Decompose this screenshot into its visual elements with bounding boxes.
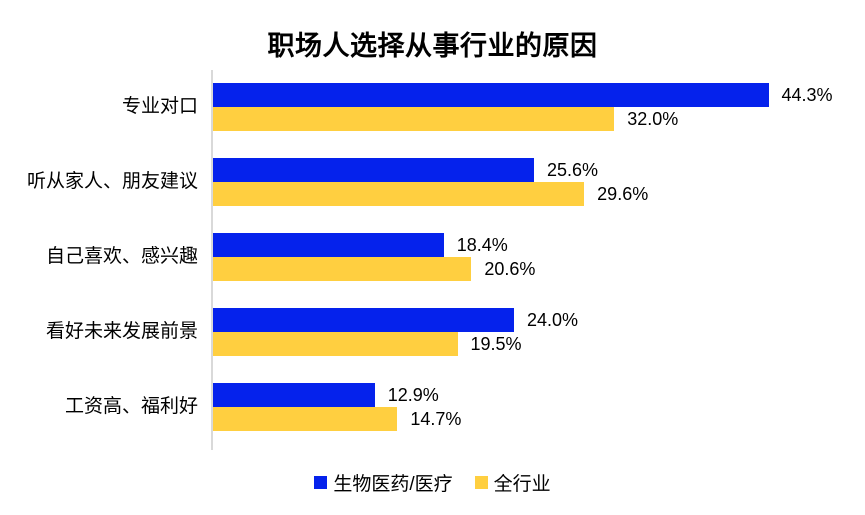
chart-row: 看好未来发展前景 24.0% 19.5%: [0, 308, 865, 356]
bar-all-industry: [213, 407, 398, 431]
category-label: 工资高、福利好: [64, 395, 198, 417]
value-label: 14.7%: [410, 408, 462, 429]
bar-line: 25.6%: [213, 158, 840, 182]
y-axis-line: [211, 70, 213, 450]
bar-group: 12.9% 14.7%: [213, 383, 840, 431]
bar-biomedical: [213, 83, 769, 107]
chart-row: 听从家人、朋友建议 25.6% 29.6%: [0, 158, 865, 206]
bar-group: 44.3% 32.0%: [213, 83, 840, 131]
legend: 生物医药/医疗 全行业: [0, 469, 865, 496]
category-label: 专业对口: [121, 95, 198, 117]
legend-label-all-industry: 全行业: [493, 474, 551, 495]
category-label: 自己喜欢、感兴趣: [45, 245, 198, 267]
bar-all-industry: [213, 182, 585, 206]
bar-line: 12.9%: [213, 383, 840, 407]
bar-all-industry: [213, 107, 615, 131]
bar-line: 32.0%: [213, 107, 840, 131]
value-label: 12.9%: [387, 384, 439, 405]
value-label: 18.4%: [456, 234, 508, 255]
bar-line: 20.6%: [213, 257, 840, 281]
bar-biomedical: [213, 233, 444, 257]
bar-line: 18.4%: [213, 233, 840, 257]
legend-item-biomedical: 生物医药/医疗: [314, 469, 453, 496]
value-label: 19.5%: [470, 333, 522, 354]
category-label: 看好未来发展前景: [45, 320, 198, 342]
legend-swatch-all-industry-icon: [474, 476, 488, 489]
chart-row: 自己喜欢、感兴趣 18.4% 20.6%: [0, 233, 865, 281]
legend-item-all-industry: 全行业: [474, 469, 551, 496]
bar-biomedical: [213, 308, 514, 332]
value-label: 25.6%: [547, 159, 599, 180]
chart-title: 职场人选择从事行业的原因: [267, 31, 598, 61]
chart-row: 工资高、福利好 12.9% 14.7%: [0, 383, 865, 431]
value-label: 32.0%: [627, 108, 679, 129]
bar-all-industry: [213, 257, 472, 281]
bar-line: 44.3%: [213, 83, 840, 107]
bar-line: 29.6%: [213, 182, 840, 206]
value-label: 20.6%: [484, 258, 536, 279]
bar-line: 24.0%: [213, 308, 840, 332]
bar-line: 14.7%: [213, 407, 840, 431]
bar-group: 25.6% 29.6%: [213, 158, 840, 206]
legend-label-biomedical: 生物医药/医疗: [333, 474, 453, 495]
bar-biomedical: [213, 383, 375, 407]
legend-swatch-biomedical-icon: [314, 476, 328, 489]
bar-group: 18.4% 20.6%: [213, 233, 840, 281]
bar-all-industry: [213, 332, 458, 356]
value-label: 44.3%: [781, 84, 833, 105]
bar-line: 19.5%: [213, 332, 840, 356]
category-label: 听从家人、朋友建议: [26, 170, 198, 192]
bar-biomedical: [213, 158, 535, 182]
value-label: 29.6%: [597, 183, 649, 204]
chart-rows: 专业对口 44.3% 32.0% 听从家人、朋友建议 25.6% 29.6% 自己喜欢、感兴…: [0, 83, 865, 431]
bar-group: 24.0% 19.5%: [213, 308, 840, 356]
value-label: 24.0%: [526, 309, 578, 330]
chart-row: 专业对口 44.3% 32.0%: [0, 83, 865, 131]
